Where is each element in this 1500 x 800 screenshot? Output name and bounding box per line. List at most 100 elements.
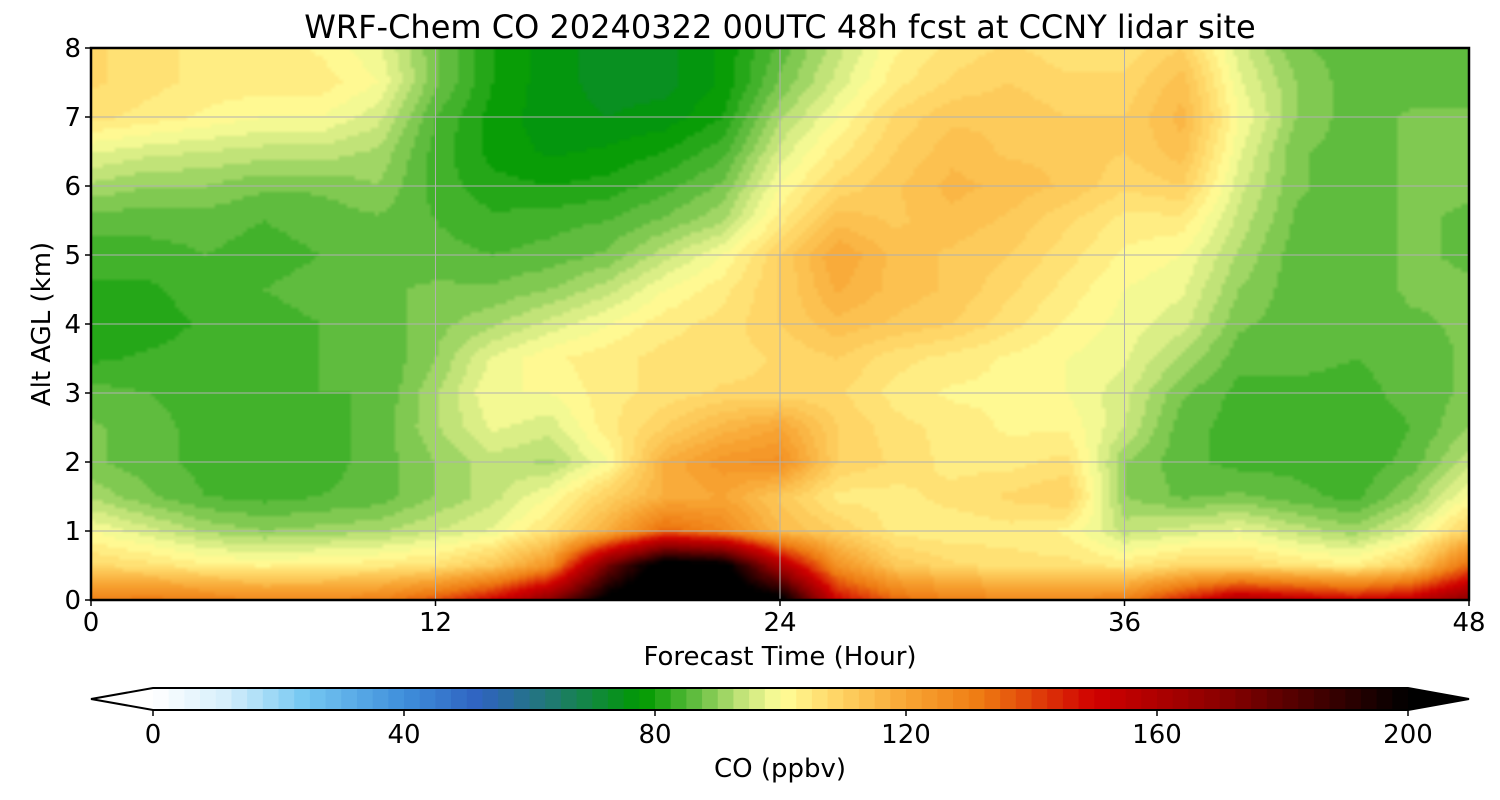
colorbar-segment — [890, 688, 907, 710]
colorbar-segment — [1392, 688, 1409, 710]
colorbar-segment — [1282, 688, 1299, 710]
colorbar-segment — [1313, 688, 1331, 710]
colorbar-segment — [278, 688, 295, 710]
colorbar-segment — [984, 688, 1001, 710]
colorbar-segment — [262, 688, 280, 710]
colorbar-segment — [153, 688, 170, 710]
colorbar-segment — [655, 688, 672, 710]
x-tick-label: 24 — [763, 608, 796, 638]
colorbar-segment — [231, 688, 248, 710]
colorbar-segment — [1078, 688, 1095, 710]
colorbar-segment — [1345, 688, 1362, 710]
colorbar-segment — [1062, 688, 1080, 710]
colorbar-segment — [906, 688, 923, 710]
colorbar-segment — [639, 688, 656, 710]
colorbar-segment — [1204, 688, 1221, 710]
colorbar-segment — [404, 688, 421, 710]
colorbar-segment — [607, 688, 625, 710]
colorbar: 0 40 80 120 160 200 — [90, 687, 1470, 750]
y-axis-label: Alt AGL (km) — [27, 242, 57, 406]
colorbar-segment — [843, 688, 860, 710]
colorbar-label: CO (ppbv) — [714, 754, 846, 784]
colorbar-segment — [780, 688, 797, 710]
x-axis-ticks: 0 12 24 36 48 — [83, 600, 1486, 638]
colorbar-segment — [325, 688, 342, 710]
y-tick-label: 2 — [64, 448, 81, 478]
colorbar-tick-label: 0 — [145, 720, 162, 750]
colorbar-segment — [717, 688, 735, 710]
colorbar-segment — [1172, 688, 1189, 710]
colorbar-segment — [1125, 688, 1142, 710]
colorbar-segment — [451, 688, 468, 710]
colorbar-segment — [215, 688, 233, 710]
colorbar-segment — [702, 688, 719, 710]
colorbar-segment — [1266, 688, 1284, 710]
colorbar-segment — [937, 688, 954, 710]
colorbar-segment — [1360, 688, 1378, 710]
colorbar-segment — [1329, 688, 1346, 710]
colorbar-segment — [309, 688, 327, 710]
chart-title: WRF-Chem CO 20240322 00UTC 48h fcst at C… — [304, 8, 1255, 46]
colorbar-segment — [1376, 688, 1393, 710]
colorbar-segment — [435, 688, 452, 710]
colorbar-segment — [419, 688, 436, 710]
colorbar-segment — [592, 688, 609, 710]
colorbar-segment — [356, 688, 374, 710]
colorbar-segment — [623, 688, 640, 710]
y-tick-label: 3 — [64, 379, 81, 409]
colorbar-segment — [1031, 688, 1048, 710]
colorbar-segment — [1047, 688, 1064, 710]
colorbar-segment — [953, 688, 970, 710]
colorbar-segment — [294, 688, 311, 710]
colorbar-segment — [341, 688, 358, 710]
colorbar-tick-label: 160 — [1132, 720, 1182, 750]
colorbar-tick-label: 200 — [1383, 720, 1433, 750]
colorbar-segment — [1235, 688, 1252, 710]
colorbar-segment — [529, 688, 546, 710]
colorbar-segment — [733, 688, 750, 710]
colorbar-tick-label: 40 — [387, 720, 420, 750]
y-tick-label: 4 — [64, 310, 81, 340]
colorbar-segment — [560, 688, 578, 710]
colorbar-segment — [811, 688, 829, 710]
colorbar-segment — [1298, 688, 1315, 710]
colorbar-segment — [1000, 688, 1017, 710]
colorbar-segment — [388, 688, 405, 710]
colorbar-segment — [686, 688, 703, 710]
colorbar-segment — [921, 688, 938, 710]
colorbar-segment — [1141, 688, 1158, 710]
colorbar-segment — [874, 688, 891, 710]
x-tick-label: 36 — [1108, 608, 1141, 638]
colorbar-segment — [1219, 688, 1237, 710]
colorbar-segment — [670, 688, 687, 710]
x-tick-label: 0 — [83, 608, 100, 638]
y-tick-label: 0 — [64, 586, 81, 616]
colorbar-segment — [482, 688, 499, 710]
colorbar-extend-max — [1408, 688, 1469, 710]
colorbar-segment — [858, 688, 876, 710]
colorbar-extend-min — [91, 688, 153, 710]
colorbar-segment — [545, 688, 562, 710]
colorbar-segment — [498, 688, 515, 710]
x-tick-label: 48 — [1452, 608, 1485, 638]
colorbar-segment — [200, 688, 217, 710]
colorbar-tick-label: 120 — [881, 720, 931, 750]
colorbar-segment — [372, 688, 389, 710]
colorbar-segment — [1109, 688, 1127, 710]
colorbar-segment — [247, 688, 264, 710]
colorbar-segment — [1188, 688, 1205, 710]
y-axis-ticks: 0 1 2 3 4 5 6 7 8 — [64, 34, 91, 616]
colorbar-tick-label: 80 — [638, 720, 671, 750]
colorbar-segment — [749, 688, 766, 710]
colorbar-segment — [1015, 688, 1033, 710]
y-tick-label: 5 — [64, 241, 81, 271]
colorbar-segment — [1157, 688, 1174, 710]
colorbar-segment — [513, 688, 531, 710]
colorbar-segment — [184, 688, 201, 710]
colorbar-segment — [827, 688, 844, 710]
colorbar-segment — [466, 688, 484, 710]
y-tick-label: 7 — [64, 103, 81, 133]
x-axis-label: Forecast Time (Hour) — [643, 642, 916, 672]
colorbar-segment — [796, 688, 813, 710]
